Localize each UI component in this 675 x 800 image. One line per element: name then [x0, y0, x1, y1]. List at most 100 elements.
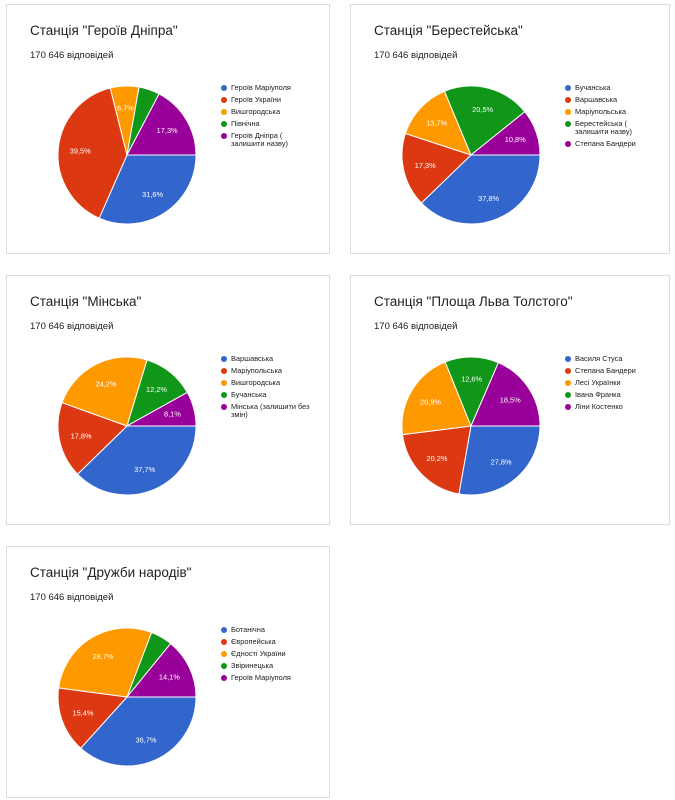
pie-slice[interactable]: [126, 93, 197, 156]
legend-color-dot: [221, 133, 227, 139]
legend-item[interactable]: Маріупольська: [565, 108, 657, 116]
legend-color-dot: [565, 368, 571, 374]
legend-item[interactable]: Лесі Українки: [565, 379, 657, 387]
pie-slice[interactable]: [61, 356, 148, 427]
legend-item[interactable]: Героїв Маріуполя: [221, 84, 313, 92]
pie-slice[interactable]: [125, 391, 197, 427]
legend-color-dot: [221, 97, 227, 103]
legend-color-dot: [221, 380, 227, 386]
legend-label: Європейська: [231, 637, 276, 646]
legend-label: Варшавська: [575, 95, 618, 104]
pie-chart: 36,7% 15,4% 28,7% 14,1%: [57, 627, 197, 767]
pie-chart: 37,7% 17,8% 24,2% 12,2% 8,1%: [57, 356, 197, 496]
legend-label: Бучанська: [231, 390, 267, 399]
legend-item[interactable]: Ботанічна: [221, 626, 313, 634]
legend-item[interactable]: Героїв Дніпра ( залишити назву): [221, 132, 313, 148]
chart-legend: Героїв Маріуполя Героїв України Вишгородсь…: [221, 84, 313, 152]
pie-slice[interactable]: [404, 90, 472, 156]
legend-item[interactable]: Мінська (залишити без змін): [221, 403, 313, 419]
legend-label: Ліни Костенко: [575, 402, 623, 411]
pie-slice[interactable]: [57, 687, 129, 749]
legend-item[interactable]: Степана Бандери: [565, 140, 657, 148]
slice-label: 20,5%: [472, 105, 493, 114]
chart-legend: Бучанська Варшавська Маріупольська Берестей…: [565, 84, 657, 152]
legend-label: Івана Франка: [575, 390, 621, 399]
pie-slice[interactable]: [125, 642, 197, 698]
chart-title: Станція "Героїв Дніпра": [30, 23, 178, 38]
legend-label: Берестейська ( залишити назву): [575, 119, 632, 136]
pie-slice[interactable]: [420, 154, 541, 225]
pie-slice[interactable]: [401, 132, 472, 204]
pie-slice[interactable]: [469, 111, 541, 156]
legend-color-dot: [221, 368, 227, 374]
legend-item[interactable]: Степана Бандери: [565, 367, 657, 375]
pie-slice[interactable]: [443, 85, 526, 156]
legend-item[interactable]: Варшавська: [221, 355, 313, 363]
legend-item[interactable]: Вишгородська: [221, 379, 313, 387]
legend-color-dot: [565, 392, 571, 398]
legend-label: Єдності України: [231, 649, 286, 658]
legend-item[interactable]: Бучанська: [565, 84, 657, 92]
legend-label: Ботанічна: [231, 625, 265, 634]
legend-item[interactable]: Європейська: [221, 638, 313, 646]
slice-label: 39,5%: [70, 147, 91, 156]
chart-card-druzhby-narodiv: Станція "Дружби народів" 170 646 відповід…: [6, 546, 330, 798]
slice-label: 15,4%: [72, 709, 93, 718]
legend-item[interactable]: Героїв України: [221, 96, 313, 104]
slice-label: 37,7%: [134, 465, 155, 474]
legend-item[interactable]: Василя Стуса: [565, 355, 657, 363]
chart-legend: Ботанічна Європейська Єдності України Звіри…: [221, 626, 313, 686]
legend-color-dot: [221, 627, 227, 633]
legend-item[interactable]: Варшавська: [565, 96, 657, 104]
chart-card-minska: Станція "Мінська" 170 646 відповідей 37,7%…: [6, 275, 330, 525]
pie-slice[interactable]: [401, 361, 472, 436]
pie-slice[interactable]: [58, 627, 153, 698]
slice-label: 18,5%: [500, 396, 521, 405]
legend-color-dot: [221, 121, 227, 127]
legend-color-dot: [221, 675, 227, 681]
chart-title: Станція "Дружби народів": [30, 565, 192, 580]
slice-label: 28,7%: [93, 652, 114, 661]
pie-slice[interactable]: [57, 401, 128, 475]
legend-color-dot: [565, 109, 571, 115]
response-count: 170 646 відповідей: [30, 592, 114, 603]
slice-label: 17,8%: [71, 431, 92, 440]
legend-item[interactable]: Маріупольська: [221, 367, 313, 375]
legend-label: Героїв Маріуполя: [231, 83, 291, 92]
legend-item[interactable]: Звіринецька: [221, 662, 313, 670]
legend-color-dot: [221, 663, 227, 669]
slice-label: 20,2%: [427, 454, 448, 463]
chart-card-beresteiska: Станція "Берестейська" 170 646 відповідей…: [350, 4, 670, 254]
legend-label: Варшавська: [231, 354, 274, 363]
legend-item[interactable]: Героїв Маріуполя: [221, 674, 313, 682]
slice-label: 20,9%: [420, 398, 441, 407]
slice-label: 12,2%: [146, 385, 167, 394]
chart-title: Станція "Мінська": [30, 294, 142, 309]
pie-slice[interactable]: [57, 87, 128, 219]
pie-chart: 37,8% 17,3% 13,7% 20,5% 10,8%: [401, 85, 541, 225]
slice-label: 6,7%: [117, 104, 134, 113]
legend-item[interactable]: Ліни Костенко: [565, 403, 657, 411]
chart-legend: Василя Стуса Степана Бандери Лесі Українки…: [565, 355, 657, 415]
pie-slice[interactable]: [80, 696, 197, 767]
legend-label: Степана Бандери: [575, 366, 636, 375]
slice-label: 12,6%: [461, 375, 482, 384]
legend-item[interactable]: Єдності України: [221, 650, 313, 658]
legend-color-dot: [221, 109, 227, 115]
legend-item[interactable]: Вишгородська: [221, 108, 313, 116]
legend-item[interactable]: Берестейська ( залишити назву): [565, 120, 657, 136]
legend-item[interactable]: Івана Франка: [565, 391, 657, 399]
pie-slice[interactable]: [98, 154, 197, 225]
legend-item[interactable]: Північна: [221, 120, 313, 128]
legend-label: Вишгородська: [231, 378, 281, 387]
pie-slice[interactable]: [76, 425, 197, 496]
legend-label: Північна: [231, 119, 260, 128]
legend-item[interactable]: Бучанська: [221, 391, 313, 399]
chart-card-heroiv-dnipra: Станція "Героїв Дніпра" 170 646 відповіде…: [6, 4, 330, 254]
legend-color-dot: [565, 356, 571, 362]
pie-slice[interactable]: [470, 362, 541, 427]
pie-slice[interactable]: [458, 425, 541, 496]
legend-label: Василя Стуса: [575, 354, 623, 363]
response-count: 170 646 відповідей: [374, 321, 458, 332]
pie-slice[interactable]: [401, 425, 472, 495]
